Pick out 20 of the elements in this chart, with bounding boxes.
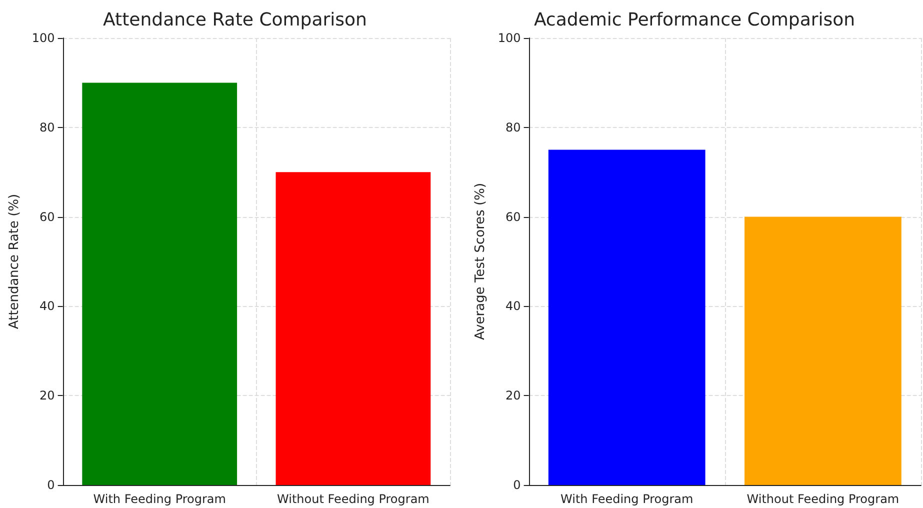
x-tick-label: With Feeding Program: [560, 492, 694, 506]
chart-title: Academic Performance Comparison: [534, 10, 856, 30]
y-tick-label: 0: [47, 478, 55, 492]
y-tick-label: 80: [40, 120, 55, 134]
x-tick-label: With Feeding Program: [93, 492, 226, 506]
y-axis-title: Average Test Scores (%): [473, 182, 488, 340]
x-tick-label: Without Feeding Program: [746, 492, 900, 506]
y-tick-label: 40: [506, 299, 521, 314]
x-tick-label: Without Feeding Program: [277, 492, 430, 506]
y-tick-label: 20: [506, 388, 521, 403]
chart-title: Attendance Rate Comparison: [103, 10, 367, 30]
y-tick-label: 20: [40, 388, 55, 403]
y-tick-label: 40: [40, 299, 55, 314]
y-tick-label: 100: [32, 31, 55, 45]
y-tick-label: 80: [506, 120, 521, 134]
y-tick-label: 100: [498, 31, 521, 45]
y-tick-label: 60: [40, 210, 55, 224]
y-axis-title: Attendance Rate (%): [7, 194, 22, 330]
y-tick-label: 60: [506, 210, 521, 224]
y-tick-label: 0: [513, 478, 521, 492]
